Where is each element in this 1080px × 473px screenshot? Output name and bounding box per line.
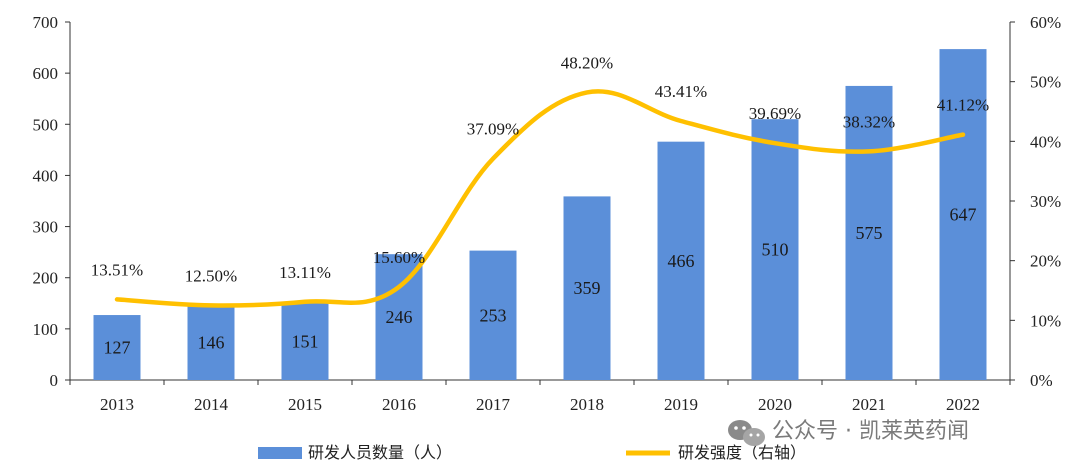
- line-point: [773, 141, 777, 145]
- bar: [469, 250, 517, 380]
- bar: [845, 85, 893, 380]
- legend-bar-label: 研发人员数量（人）: [308, 443, 452, 462]
- wechat-icon: [728, 420, 765, 446]
- line-value-label: 38.32%: [843, 112, 895, 131]
- x-tick-label: 2017: [476, 395, 511, 414]
- y-left-tick-label: 400: [33, 166, 59, 185]
- line-series: [114, 89, 966, 308]
- y-right-tick-label: 20%: [1030, 252, 1061, 271]
- line-value-label: 37.09%: [467, 120, 519, 139]
- bars: [93, 49, 987, 381]
- y-left-tick-label: 700: [33, 13, 59, 32]
- x-tick-label: 2016: [382, 395, 416, 414]
- x-tick-label: 2020: [758, 395, 792, 414]
- line-value-label: 15.60%: [373, 248, 425, 267]
- y-right-tick-label: 30%: [1030, 192, 1061, 211]
- line-point: [115, 297, 119, 301]
- legend-line-label: 研发强度（右轴）: [678, 443, 806, 462]
- line-point: [679, 119, 683, 123]
- y-left-tick-label: 300: [33, 218, 59, 237]
- bar-value-label: 575: [856, 223, 883, 243]
- bar-value-label: 647: [950, 205, 977, 225]
- bar: [751, 119, 799, 381]
- x-tick-label: 2019: [664, 395, 698, 414]
- y-left-tick-label: 600: [33, 64, 59, 83]
- line-value-label: 12.50%: [185, 266, 237, 285]
- x-tick-label: 2022: [946, 395, 980, 414]
- y-left-tick-label: 500: [33, 115, 59, 134]
- line-point: [491, 157, 495, 161]
- bar-value-label: 151: [292, 331, 319, 351]
- x-tick-label: 2015: [288, 395, 322, 414]
- line-value-label: 48.20%: [561, 53, 613, 72]
- y-right-tick-label: 50%: [1030, 73, 1061, 92]
- bar: [375, 254, 423, 380]
- x-tick-label: 2014: [194, 395, 229, 414]
- line-value-label: 13.11%: [279, 263, 331, 282]
- y-right-tick-label: 40%: [1030, 132, 1061, 151]
- watermark-text: 公众号 · 凯莱英药闻: [772, 419, 969, 444]
- bar: [281, 302, 329, 380]
- bar-value-label: 246: [386, 307, 413, 327]
- line-value-label: 41.12%: [937, 96, 989, 115]
- line-point: [867, 149, 871, 153]
- bar: [657, 141, 705, 380]
- line-value-label: 39.69%: [749, 104, 801, 123]
- line-point: [397, 285, 401, 289]
- bar: [93, 315, 141, 380]
- bar-value-label: 466: [668, 251, 695, 271]
- line-point: [961, 133, 965, 137]
- x-tick-label: 2018: [570, 395, 604, 414]
- x-tick-label: 2013: [100, 395, 134, 414]
- y-right-tick-label: 60%: [1030, 13, 1061, 32]
- line-point: [303, 300, 307, 304]
- line-point: [585, 90, 589, 94]
- y-right-tick-label: 0%: [1030, 371, 1053, 390]
- bar-value-label: 359: [574, 278, 601, 298]
- watermark: 公众号 · 凯莱英药闻: [728, 419, 969, 446]
- x-tick-label: 2021: [852, 395, 886, 414]
- y-right-tick-label: 10%: [1030, 311, 1061, 330]
- line-path: [114, 89, 966, 308]
- legend-bar-swatch: [258, 447, 302, 459]
- bar-value-label: 253: [480, 305, 507, 325]
- line-point: [209, 303, 213, 307]
- y-left-tick-label: 100: [33, 320, 59, 339]
- line-value-label: 13.51%: [91, 260, 143, 279]
- axes: 0 100 200 300 400 500 600 700 0% 10% 20% 30% 40% 50% 6…: [33, 13, 1062, 414]
- y-left-tick-label: 200: [33, 269, 59, 288]
- bar-value-label: 146: [198, 333, 225, 353]
- y-left-tick-label: 0: [50, 371, 59, 390]
- bar: [563, 196, 611, 380]
- bar: [187, 305, 235, 380]
- bar-value-label: 510: [762, 240, 789, 260]
- bar-value-label: 127: [104, 338, 131, 358]
- line-value-label: 43.41%: [655, 82, 707, 101]
- bar: [939, 49, 987, 380]
- legend: 研发人员数量（人） 研发强度（右轴）: [258, 443, 806, 462]
- data-labels: 127 146 151 246 253 359 466 510 575 647 13.51% 12.5…: [91, 53, 989, 357]
